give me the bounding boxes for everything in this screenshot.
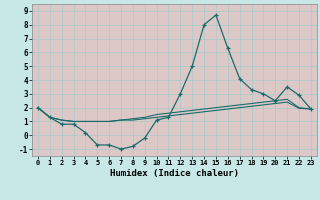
X-axis label: Humidex (Indice chaleur): Humidex (Indice chaleur) (110, 169, 239, 178)
